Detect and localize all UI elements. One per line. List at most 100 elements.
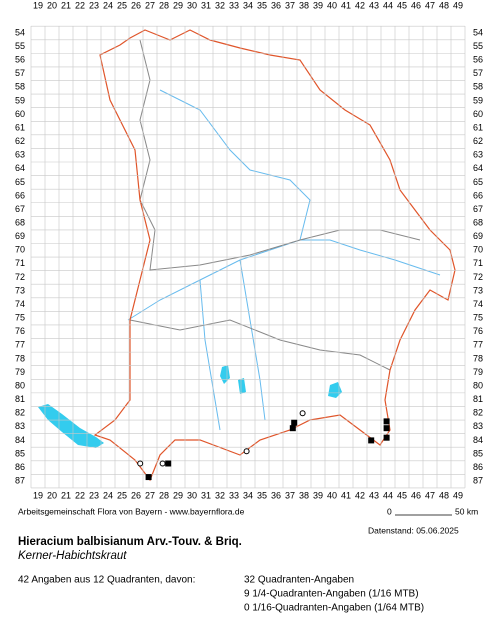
column-label: 37 bbox=[285, 490, 295, 500]
scale-end: 50 km bbox=[455, 506, 478, 516]
row-label: 81 bbox=[473, 394, 483, 404]
row-label: 67 bbox=[15, 204, 25, 214]
column-label: 24 bbox=[103, 490, 113, 500]
column-label: 28 bbox=[159, 0, 169, 10]
column-label: 23 bbox=[89, 0, 99, 10]
column-label: 42 bbox=[355, 490, 365, 500]
row-label: 56 bbox=[15, 55, 25, 65]
column-label: 41 bbox=[341, 0, 351, 10]
column-label: 20 bbox=[47, 490, 57, 500]
row-label: 67 bbox=[473, 204, 483, 214]
column-label: 23 bbox=[89, 490, 99, 500]
row-label: 54 bbox=[473, 27, 483, 37]
column-label: 44 bbox=[383, 490, 393, 500]
stats-line: 9 1/4-Quadranten-Angaben (1/16 MTB) bbox=[244, 589, 419, 600]
column-label: 35 bbox=[257, 490, 267, 500]
row-label: 70 bbox=[473, 245, 483, 255]
column-label: 22 bbox=[75, 0, 85, 10]
row-label: 87 bbox=[15, 476, 25, 486]
record-circle bbox=[137, 460, 144, 467]
column-label: 40 bbox=[327, 0, 337, 10]
record-square bbox=[289, 425, 296, 432]
column-label: 27 bbox=[145, 0, 155, 10]
row-label: 72 bbox=[15, 272, 25, 282]
row-label: 86 bbox=[473, 462, 483, 472]
district-border bbox=[139, 39, 421, 271]
row-label: 54 bbox=[15, 27, 25, 37]
row-label: 73 bbox=[15, 285, 25, 295]
record-circle bbox=[299, 410, 306, 417]
column-label: 30 bbox=[187, 490, 197, 500]
row-label: 58 bbox=[15, 82, 25, 92]
column-label: 48 bbox=[439, 490, 449, 500]
column-label: 25 bbox=[117, 0, 127, 10]
records bbox=[137, 410, 390, 481]
credit: Arbeitsgemeinschaft Flora von Bayern - w… bbox=[18, 506, 245, 516]
column-label: 36 bbox=[271, 0, 281, 10]
row-label: 76 bbox=[473, 326, 483, 336]
row-label: 68 bbox=[473, 217, 483, 227]
column-label: 36 bbox=[271, 490, 281, 500]
row-label: 75 bbox=[15, 313, 25, 323]
grid-labels: 19 19 20 20 21 21 22 22 23 23 24 24 25 25 26 26 27 27 28 28… bbox=[15, 0, 483, 500]
row-label: 57 bbox=[15, 68, 25, 78]
row-label: 79 bbox=[15, 367, 25, 377]
row-label: 59 bbox=[15, 95, 25, 105]
river bbox=[159, 89, 311, 241]
row-label: 80 bbox=[473, 380, 483, 390]
column-label: 47 bbox=[425, 490, 435, 500]
column-label: 24 bbox=[103, 0, 113, 10]
column-label: 34 bbox=[243, 490, 253, 500]
column-label: 20 bbox=[47, 0, 57, 10]
record-square bbox=[383, 418, 390, 425]
row-label: 79 bbox=[473, 367, 483, 377]
column-label: 39 bbox=[313, 0, 323, 10]
column-label: 19 bbox=[33, 0, 43, 10]
stats-total: 42 Angaben aus 12 Quadranten, davon: bbox=[18, 575, 195, 586]
row-label: 66 bbox=[473, 190, 483, 200]
row-label: 84 bbox=[473, 435, 483, 445]
column-label: 32 bbox=[215, 490, 225, 500]
record-square bbox=[145, 474, 152, 481]
column-label: 25 bbox=[117, 490, 127, 500]
column-label: 43 bbox=[369, 490, 379, 500]
row-label: 82 bbox=[15, 408, 25, 418]
record-square bbox=[165, 460, 172, 467]
row-label: 64 bbox=[15, 163, 25, 173]
column-label: 29 bbox=[173, 490, 183, 500]
column-label: 46 bbox=[411, 490, 421, 500]
column-label: 47 bbox=[425, 0, 435, 10]
species-common: Kerner-Habichtskraut bbox=[18, 550, 127, 562]
row-label: 55 bbox=[473, 41, 483, 51]
column-label: 45 bbox=[397, 490, 407, 500]
column-label: 49 bbox=[453, 490, 463, 500]
column-label: 28 bbox=[159, 490, 169, 500]
row-label: 83 bbox=[473, 421, 483, 431]
lake bbox=[328, 382, 342, 398]
stats-line: 0 1/16-Quadranten-Angaben (1/64 MTB) bbox=[244, 603, 424, 614]
column-label: 37 bbox=[285, 0, 295, 10]
row-label: 84 bbox=[15, 435, 25, 445]
row-label: 62 bbox=[473, 136, 483, 146]
record-square bbox=[383, 425, 390, 432]
column-label: 38 bbox=[299, 490, 309, 500]
row-label: 86 bbox=[15, 462, 25, 472]
lake bbox=[238, 378, 246, 394]
date: Datenstand: 05.06.2025 bbox=[368, 525, 459, 535]
grid bbox=[30, 25, 466, 489]
lake bbox=[220, 365, 230, 384]
column-label: 26 bbox=[131, 0, 141, 10]
row-label: 87 bbox=[473, 476, 483, 486]
row-label: 65 bbox=[15, 177, 25, 187]
row-label: 57 bbox=[473, 68, 483, 78]
column-label: 40 bbox=[327, 490, 337, 500]
row-label: 80 bbox=[15, 380, 25, 390]
column-label: 39 bbox=[313, 490, 323, 500]
row-label: 76 bbox=[15, 326, 25, 336]
row-label: 65 bbox=[473, 177, 483, 187]
column-label: 21 bbox=[61, 490, 71, 500]
record-square bbox=[383, 434, 390, 441]
district-border bbox=[129, 319, 391, 371]
column-label: 30 bbox=[187, 0, 197, 10]
row-label: 64 bbox=[473, 163, 483, 173]
